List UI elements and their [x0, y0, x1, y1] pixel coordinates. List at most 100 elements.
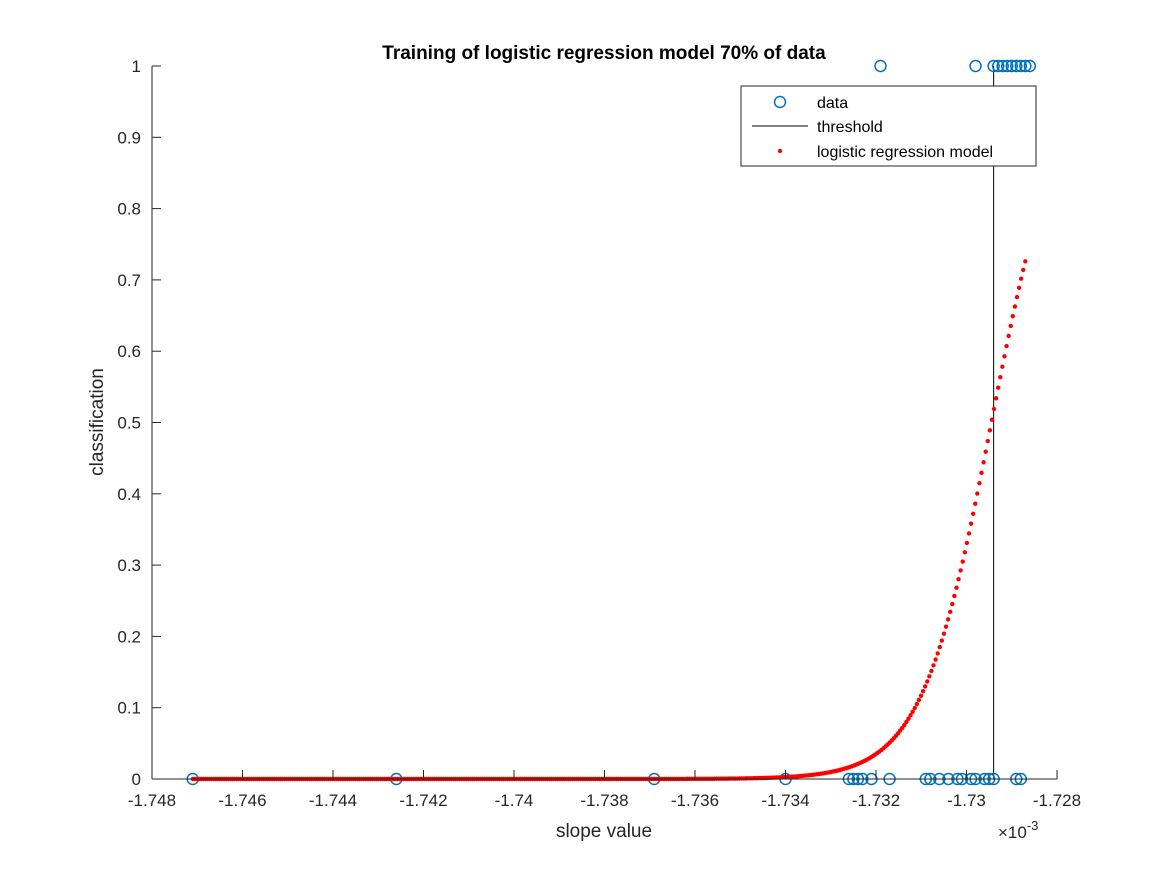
- model-point: [1016, 285, 1022, 290]
- y-tick-label: 1: [132, 57, 141, 76]
- model-point: [939, 638, 945, 643]
- model-point: [970, 511, 976, 516]
- model-point: [981, 460, 986, 465]
- model-point: [925, 679, 930, 684]
- model-point: [937, 644, 942, 650]
- model-point: [920, 688, 926, 694]
- y-tick-label: 0.7: [117, 271, 141, 290]
- model-point: [966, 531, 972, 536]
- y-tick-label: 0.3: [117, 556, 141, 575]
- data-point: [996, 59, 1009, 73]
- model-point: [941, 631, 947, 636]
- data-point: [987, 59, 1000, 73]
- model-point: [1004, 343, 1009, 349]
- legend-model-label: logistic regression model: [817, 144, 993, 161]
- data-point: [969, 59, 982, 73]
- model-point: [945, 617, 951, 622]
- model-point: [1021, 267, 1026, 273]
- model-point: [927, 674, 932, 679]
- model-point: [956, 577, 961, 582]
- x-tick-label: -1.73: [947, 791, 986, 810]
- x-tick-label: -1.736: [671, 791, 719, 810]
- model-point: [935, 651, 940, 656]
- y-tick-label: 0.2: [117, 627, 141, 646]
- x-tick-label: -1.734: [761, 791, 809, 810]
- x-tick-label: -1.738: [580, 791, 628, 810]
- y-tick-label: 0.6: [117, 342, 141, 361]
- model-point: [1006, 333, 1011, 339]
- legend-data-marker: [773, 95, 787, 109]
- model-point: [968, 521, 974, 526]
- data-point: [874, 59, 887, 73]
- y-tick-label: 0.1: [117, 699, 141, 718]
- model-point: [991, 406, 997, 412]
- x-tick-label: -1.732: [852, 791, 900, 810]
- x-ticks: -1.748 -1.746 -1.744 -1.742 -1.74 -1.738 -1.73…: [128, 770, 1081, 810]
- x-exponent-power: -3: [1027, 818, 1039, 833]
- chart-title: Training of logistic regression model 70…: [382, 43, 826, 64]
- model-point: [995, 385, 1001, 390]
- model-point: [1012, 304, 1018, 309]
- x-exponent-base: ×10: [998, 823, 1027, 842]
- x-tick-label: -1.748: [128, 791, 176, 810]
- data-point: [1000, 59, 1014, 73]
- model-point: [979, 470, 984, 475]
- model-point: [987, 428, 993, 433]
- model-point: [952, 593, 957, 599]
- legend-data-label: data: [817, 95, 848, 112]
- legend: data threshold logistic regression model: [740, 85, 1037, 167]
- model-point: [954, 585, 959, 590]
- model-point: [964, 540, 970, 546]
- model-point: [985, 438, 990, 444]
- model-point: [1010, 313, 1016, 319]
- model-point: [914, 701, 920, 707]
- y-ticks: 0 0.1 0.2 0.3 0.4 0.5 0.6 0.7 0.8 0.9 1: [117, 57, 161, 789]
- y-tick-label: 0.9: [117, 128, 141, 147]
- model-point: [931, 663, 936, 668]
- y-tick-label: 0.5: [117, 414, 141, 433]
- x-tick-label: -1.728: [1033, 791, 1081, 810]
- model-point: [902, 722, 907, 728]
- model-point: [998, 374, 1003, 380]
- data-point: [1010, 59, 1023, 73]
- x-tick-label: -1.74: [495, 791, 534, 810]
- model-point: [975, 491, 980, 496]
- x-tick-label: -1.742: [399, 791, 447, 810]
- model-point: [973, 501, 978, 506]
- model-point: [1023, 259, 1028, 264]
- model-point: [989, 417, 995, 422]
- y-tick-label: 0.4: [117, 485, 141, 504]
- legend-model-marker: [777, 148, 783, 154]
- model-point: [1008, 323, 1013, 329]
- x-exponent-label: ×10-3: [998, 818, 1038, 842]
- model-point: [960, 559, 965, 564]
- x-tick-label: -1.746: [218, 791, 266, 810]
- model-point: [922, 684, 928, 689]
- model-point: [933, 657, 938, 662]
- model-point: [948, 609, 953, 615]
- model-point: [910, 709, 915, 714]
- model-point: [958, 568, 963, 573]
- x-tick-label: -1.744: [309, 791, 357, 810]
- model-point: [983, 449, 988, 454]
- model-point: [977, 481, 982, 486]
- model-point: [1018, 276, 1024, 281]
- data-point: [1019, 59, 1032, 73]
- model-point: [1002, 354, 1007, 359]
- data-point: [1023, 59, 1037, 73]
- model-point: [908, 713, 913, 718]
- model-point: [993, 396, 999, 401]
- model-point: [943, 624, 949, 629]
- data-point: [1005, 59, 1018, 73]
- legend-threshold-label: threshold: [817, 119, 883, 136]
- model-point: [916, 697, 922, 703]
- model-point: [950, 601, 955, 607]
- x-axis-label: slope value: [556, 821, 652, 842]
- model-point: [962, 550, 968, 555]
- model-point: [1014, 294, 1020, 300]
- model-point: [904, 719, 909, 725]
- y-axis-label: classification: [87, 368, 108, 476]
- model-point: [906, 716, 911, 721]
- data-point: [1014, 59, 1028, 73]
